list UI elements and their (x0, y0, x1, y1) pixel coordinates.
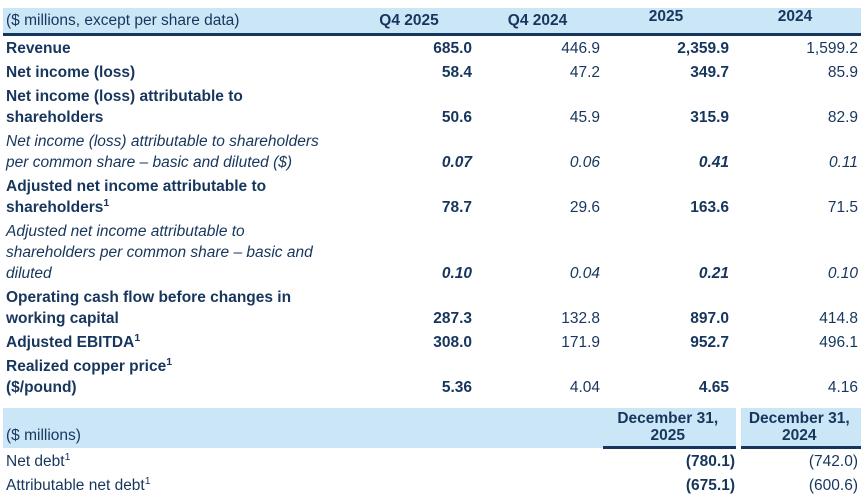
value-cell: 78.7 (441, 199, 472, 216)
value-cell: 446.9 (561, 40, 600, 57)
value-cell: 1,599.2 (806, 40, 858, 57)
table-row: Realized copper price1 ($/pound) 5.36 4.04 4… (3, 354, 861, 399)
value-cell: 0.06 (569, 154, 600, 171)
row-label: Realized copper price1 ($/pound) (6, 355, 173, 396)
table-row: Operating cash flow before changes in wor… (3, 285, 861, 330)
column-header-2024: 2024 (732, 8, 861, 36)
units-caption: ($ millions) (3, 408, 603, 448)
value-cell: 4.16 (827, 379, 858, 396)
value-cell: 5.36 (441, 379, 472, 396)
value-cell: 0.10 (827, 265, 858, 282)
table-header-row: ($ millions, except per share data) Q4 2… (3, 8, 861, 36)
value-cell: (780.1) (685, 453, 735, 470)
footnote-marker: 1 (166, 355, 173, 368)
value-cell: (742.0) (808, 453, 858, 470)
value-cell: 0.04 (569, 265, 600, 282)
value-cell: 0.07 (441, 154, 472, 171)
value-cell: 50.6 (441, 109, 472, 126)
table-row: Net debt1 (780.1) (742.0) (3, 448, 861, 474)
value-cell: (600.6) (808, 477, 858, 494)
table-row: Net income (loss) attributable to shareh… (3, 129, 861, 174)
table-row: Adjusted net income attributable to share… (3, 174, 861, 219)
value-cell: 685.0 (433, 40, 472, 57)
footnote-marker: 1 (134, 331, 141, 344)
column-header-q4-2025: Q4 2025 (346, 8, 475, 36)
value-cell: 0.41 (698, 154, 729, 171)
value-cell: 897.0 (690, 310, 729, 327)
table-row: Revenue 685.0 446.9 2,359.9 1,599.2 (3, 35, 861, 61)
row-label: Adjusted net income attributable to share… (6, 178, 267, 216)
value-cell: 4.04 (569, 379, 600, 396)
table-row: Adjusted EBITDA1 308.0 171.9 952.7 496.1 (3, 330, 861, 354)
row-label: Attributable net debt1 (6, 474, 151, 494)
table-row: Net income (loss) attributable to shareho… (3, 84, 861, 129)
value-cell: 47.2 (569, 64, 600, 81)
value-cell: 4.65 (698, 379, 729, 396)
row-label: Net income (loss) attributable to shareh… (6, 133, 319, 171)
value-cell: (675.1) (685, 477, 735, 494)
value-cell: 0.21 (698, 265, 729, 282)
value-cell: 29.6 (569, 199, 600, 216)
value-cell: 163.6 (690, 199, 729, 216)
value-cell: 71.5 (827, 199, 858, 216)
table-row: Attributable net debt1 (675.1) (600.6) (3, 473, 861, 497)
footnote-marker: 1 (64, 450, 71, 463)
units-caption: ($ millions, except per share data) (3, 8, 346, 36)
row-label: Net income (loss) (6, 64, 136, 81)
row-label: Operating cash flow before changes in wor… (6, 289, 292, 327)
value-cell: 171.9 (561, 334, 600, 351)
value-cell: 952.7 (690, 334, 729, 351)
row-label: Revenue (6, 40, 71, 57)
footnote-marker: 1 (103, 196, 110, 209)
value-cell: 349.7 (690, 64, 729, 81)
column-header-q4-2024: Q4 2024 (475, 8, 603, 36)
value-cell: 2,359.9 (677, 40, 729, 57)
value-cell: 132.8 (561, 310, 600, 327)
value-cell: 0.11 (828, 154, 858, 171)
column-header-dec-31-2025: December 31, 2025 (603, 408, 738, 449)
value-cell: 82.9 (827, 109, 858, 126)
column-header-dec-31-2024: December 31, 2024 (735, 408, 861, 449)
value-cell: 315.9 (690, 109, 729, 126)
row-label: Net debt1 (6, 450, 71, 470)
quarterly-results-table: ($ millions, except per share data) Q4 2… (3, 8, 861, 399)
table-header-row: ($ millions) December 31, 2025 December … (3, 408, 861, 449)
value-cell: 58.4 (441, 64, 472, 81)
value-cell: 414.8 (819, 310, 858, 327)
table-row: Adjusted net income attributable to share… (3, 219, 861, 285)
net-debt-table: ($ millions) December 31, 2025 December … (3, 408, 861, 497)
row-label: Adjusted net income attributable to share… (6, 223, 313, 282)
row-label: Adjusted EBITDA1 (6, 331, 141, 351)
value-cell: 0.10 (441, 265, 472, 282)
table-row: Net income (loss) 58.4 47.2 349.7 85.9 (3, 60, 861, 84)
value-cell: 85.9 (827, 64, 858, 81)
column-header-2025: 2025 (603, 8, 732, 36)
value-cell: 287.3 (433, 310, 472, 327)
value-cell: 496.1 (819, 334, 858, 351)
row-label: Net income (loss) attributable to shareho… (6, 88, 243, 126)
value-cell: 45.9 (569, 109, 600, 126)
footnote-marker: 1 (144, 474, 151, 487)
value-cell: 308.0 (433, 334, 472, 351)
